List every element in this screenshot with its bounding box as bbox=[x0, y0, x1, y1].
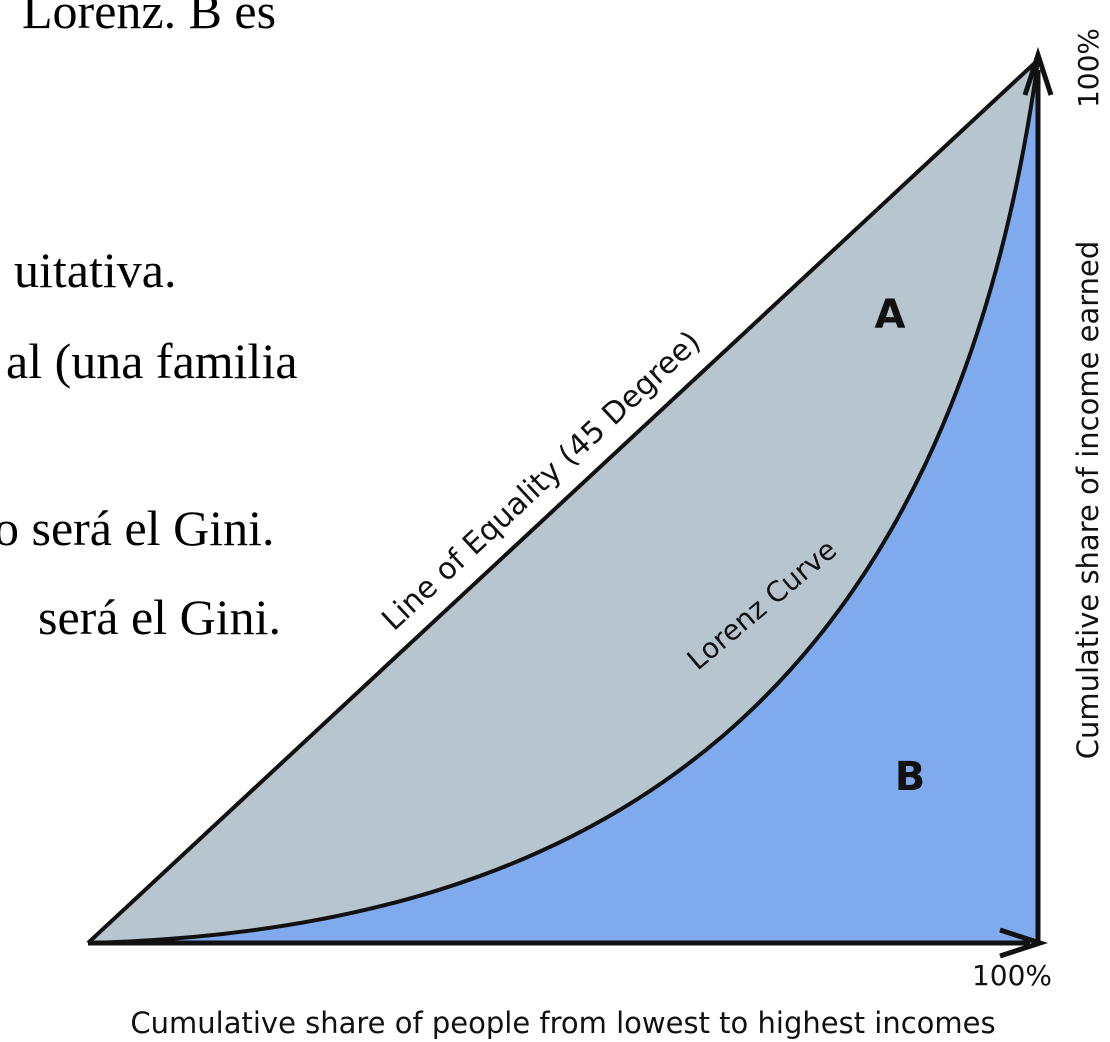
x-arrow bbox=[999, 927, 1049, 959]
slide-text: uitativa. bbox=[14, 242, 176, 298]
lorenz-diagram: Line of Equality (45 Degree) Lorenz Curv… bbox=[86, 28, 1105, 1040]
y-arrow bbox=[1022, 46, 1054, 96]
y-axis-label: Cumulative share of income earned bbox=[1071, 241, 1105, 760]
slide-text: al (una familia bbox=[6, 333, 298, 389]
area-b-label: B bbox=[895, 754, 926, 800]
y-axis-end-label: 100% bbox=[1072, 28, 1105, 108]
x-axis-label: Cumulative share of people from lowest t… bbox=[130, 1006, 995, 1040]
lorenz-curve bbox=[87, 59, 1040, 945]
slide-text: o será el Gini. bbox=[0, 500, 274, 556]
x-axis-end-label: 100% bbox=[972, 959, 1052, 992]
equality-line bbox=[86, 58, 1040, 945]
slide-text: será el Gini. bbox=[38, 589, 281, 645]
slide-text: Lorenz. B es bbox=[22, 0, 276, 39]
area-b bbox=[88, 60, 1038, 943]
area-a-label: A bbox=[875, 292, 906, 338]
